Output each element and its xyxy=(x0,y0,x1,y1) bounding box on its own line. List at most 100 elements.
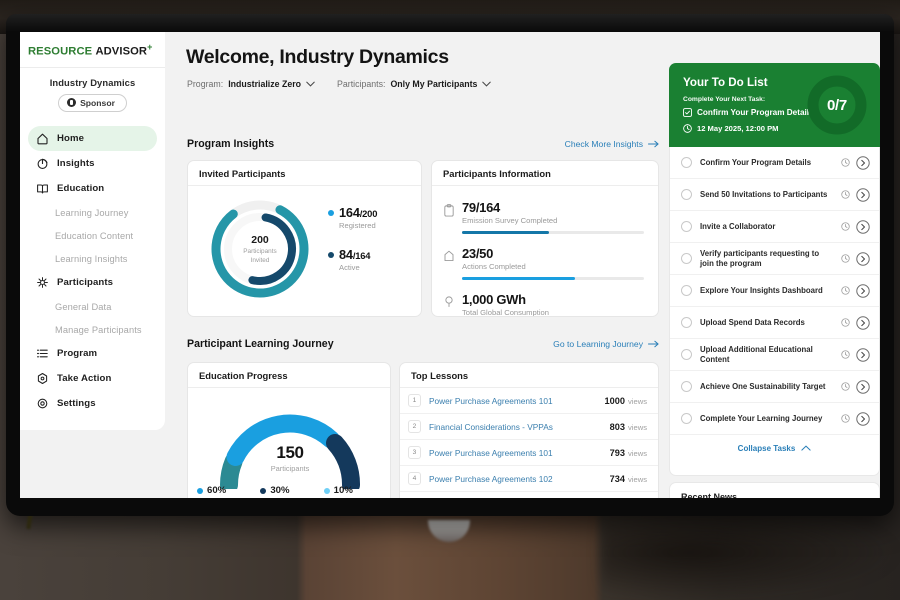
chevron-right-circle-icon[interactable] xyxy=(856,347,870,362)
lesson-views-count: 734 xyxy=(609,473,625,484)
donut-center-value: 200 xyxy=(251,233,269,246)
todo-item-label: Confirm Your Program Details xyxy=(700,157,812,167)
chevron-right-circle-icon[interactable] xyxy=(856,219,870,234)
sidebar-item-participants[interactable]: Participants xyxy=(28,270,157,295)
app-logo[interactable]: RESOURCE ADVISOR+ xyxy=(20,32,165,67)
lesson-views-count: 1000 xyxy=(604,395,625,406)
todo-panel: Your To Do List Complete Your Next Task:… xyxy=(656,32,880,498)
sidebar-subitem-manage-participants[interactable]: Manage Participants xyxy=(28,318,157,341)
sidebar-subitem-learning-insights[interactable]: Learning Insights xyxy=(28,247,157,270)
chevron-right-circle-icon[interactable] xyxy=(856,411,870,426)
sidebar-item-insights[interactable]: Insights xyxy=(28,151,157,176)
lesson-name-link[interactable]: Financial Considerations - VPPAs xyxy=(429,421,553,432)
todo-checkbox[interactable] xyxy=(681,221,692,232)
clock-icon xyxy=(841,190,850,199)
sidebar-subitem-learning-journey[interactable]: Learning Journey xyxy=(28,201,157,224)
todo-item[interactable]: Send 50 Invitations to Participants xyxy=(670,179,879,211)
todo-checkbox[interactable] xyxy=(681,381,692,392)
sidebar-subitem-general-data[interactable]: General Data xyxy=(28,295,157,318)
clock-icon xyxy=(841,222,850,231)
learning-journey-header: Participant Learning Journey Go to Learn… xyxy=(187,338,659,350)
filter-participants-label: Participants: xyxy=(337,79,386,89)
lesson-name-link[interactable]: Power Purchase Agreements 102 xyxy=(429,473,553,484)
todo-due-date-text: 12 May 2025, 12:00 PM xyxy=(697,124,779,133)
chevron-right-circle-icon[interactable] xyxy=(856,315,870,330)
sidebar-item-label: Program xyxy=(57,348,98,360)
todo-item[interactable]: Upload Additional Educational Content xyxy=(670,339,879,371)
lesson-row[interactable]: 5Power Purchase Agreements 103600views xyxy=(400,492,658,498)
people-icon xyxy=(37,277,48,289)
donut-svg xyxy=(211,200,309,298)
clock-icon xyxy=(841,158,850,167)
todo-checkbox[interactable] xyxy=(681,285,692,296)
sidebar-item-home[interactable]: Home xyxy=(28,126,157,152)
top-lessons-card: Top Lessons 1 Power Purchase Agreements 1… xyxy=(399,362,659,498)
clock-icon xyxy=(841,382,850,391)
sponsor-icon xyxy=(67,98,77,108)
clipboard-icon xyxy=(444,204,454,217)
chevron-right-circle-icon[interactable] xyxy=(856,251,870,266)
go-to-learning-journey-link[interactable]: Go to Learning Journey xyxy=(553,339,659,349)
education-progress-legend: 60% Completed 30% Pending xyxy=(197,485,387,498)
todo-item[interactable]: Upload Spend Data Records xyxy=(670,307,879,339)
sidebar-item-take-action[interactable]: Take Action xyxy=(28,366,157,391)
clock-icon xyxy=(841,350,850,359)
check-more-insights-link[interactable]: Check More Insights xyxy=(565,139,659,149)
filter-program-value: Industrialize Zero xyxy=(228,79,302,89)
lesson-name-link[interactable]: Power Purchase Agreements 101 xyxy=(429,447,553,458)
gauge-svg xyxy=(219,414,360,494)
logo-plus: + xyxy=(147,42,153,52)
todo-progress-ring xyxy=(807,75,867,135)
lesson-views-suffix: views xyxy=(628,422,647,432)
todo-due-date: 12 May 2025, 12:00 PM xyxy=(683,124,778,133)
organization-name: Industry Dynamics xyxy=(49,76,136,88)
sidebar-item-label: Take Action xyxy=(57,373,112,385)
recent-news-title: Recent News xyxy=(681,492,738,498)
todo-checkbox[interactable] xyxy=(681,189,692,200)
chevron-right-circle-icon[interactable] xyxy=(856,379,870,394)
legend-item-active: 84/164 Active xyxy=(328,247,377,272)
todo-checkbox[interactable] xyxy=(681,349,692,360)
actions-completed-progress-bar xyxy=(462,277,644,280)
education-progress-title: Education Progress xyxy=(188,363,390,388)
action-icon xyxy=(444,250,454,262)
todo-item-label: Achieve One Sustainability Target xyxy=(700,381,826,391)
chevron-right-circle-icon[interactable] xyxy=(856,187,870,202)
sidebar-item-program[interactable]: Program xyxy=(28,341,157,366)
clock-icon xyxy=(841,318,850,327)
lesson-row[interactable]: 1 Power Purchase Agreements 101 1000 views xyxy=(400,388,658,414)
todo-checkbox[interactable] xyxy=(681,413,692,424)
todo-next-task[interactable]: Confirm Your Program Details xyxy=(683,108,814,117)
chevron-right-circle-icon[interactable] xyxy=(856,155,870,170)
sidebar-item-settings[interactable]: Settings xyxy=(28,391,157,416)
legend-value-registered: 164 xyxy=(339,205,360,220)
collapse-tasks-button[interactable]: Collapse Tasks xyxy=(670,435,879,461)
sponsor-badge[interactable]: Sponsor xyxy=(58,93,127,112)
todo-checkbox[interactable] xyxy=(681,157,692,168)
todo-item-label: Complete Your Learning Journey xyxy=(700,413,823,423)
todo-item[interactable]: Achieve One Sustainability Target xyxy=(670,371,879,403)
todo-item-label: Verify participants requesting to join t… xyxy=(700,248,820,268)
lesson-row[interactable]: 3 Power Purchase Agreements 101 793 views xyxy=(400,440,658,466)
lesson-row[interactable]: 2 Financial Considerations - VPPAs 803 view… xyxy=(400,414,658,440)
page-title: Welcome, Industry Dynamics xyxy=(186,46,449,68)
participants-information-card: Participants Information 79/164 Emission… xyxy=(431,160,659,317)
lesson-row[interactable]: 4 Power Purchase Agreements 102 734 views xyxy=(400,466,658,492)
sidebar-item-education[interactable]: Education xyxy=(28,176,157,201)
todo-checkbox[interactable] xyxy=(681,253,692,264)
sidebar-subitem-education-content[interactable]: Education Content xyxy=(28,224,157,247)
filter-participants[interactable]: Participants: Only My Participants xyxy=(337,79,492,89)
todo-item[interactable]: Explore Your Insights Dashboard xyxy=(670,275,879,307)
todo-item[interactable]: Confirm Your Program Details xyxy=(670,147,879,179)
lesson-name-link[interactable]: Power Purchase Agreements 101 xyxy=(429,395,553,406)
global-consumption-value: 1,000 GWh xyxy=(462,292,526,307)
todo-checkbox[interactable] xyxy=(681,317,692,328)
todo-item[interactable]: Verify participants requesting to join t… xyxy=(670,243,879,275)
chevron-right-circle-icon[interactable] xyxy=(856,283,870,298)
logo-primary: RESOURCE xyxy=(28,45,93,58)
todo-item[interactable]: Invite a Collaborator xyxy=(670,211,879,243)
filter-program[interactable]: Program: Industrialize Zero xyxy=(187,79,315,89)
legend-pct-not-started: 10% xyxy=(333,485,353,496)
todo-item[interactable]: Complete Your Learning Journey xyxy=(670,403,879,435)
legend-item-completed: 60% Completed xyxy=(197,485,260,498)
